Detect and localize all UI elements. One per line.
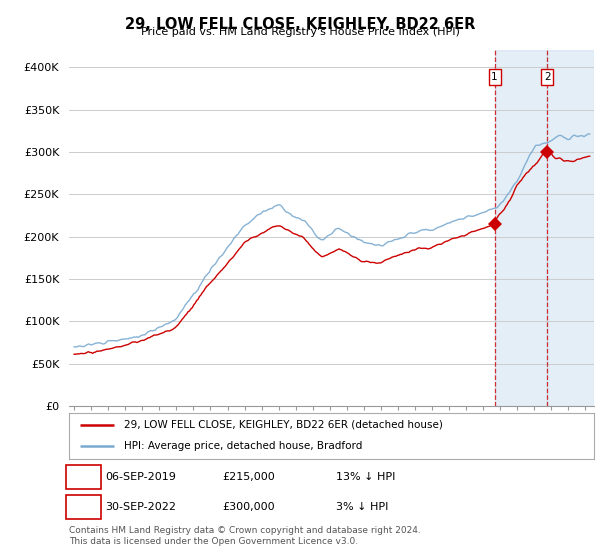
Text: 30-SEP-2022: 30-SEP-2022 [105, 502, 176, 512]
Text: 1: 1 [80, 472, 87, 482]
Text: 29, LOW FELL CLOSE, KEIGHLEY, BD22 6ER (detached house): 29, LOW FELL CLOSE, KEIGHLEY, BD22 6ER (… [124, 420, 443, 430]
Text: 3% ↓ HPI: 3% ↓ HPI [336, 502, 388, 512]
Text: 2: 2 [80, 502, 87, 512]
Bar [547, 50, 594, 406]
Text: HPI: Average price, detached house, Bradford: HPI: Average price, detached house, Brad… [124, 441, 362, 451]
Text: 06-SEP-2019: 06-SEP-2019 [105, 472, 176, 482]
Text: 2: 2 [544, 72, 550, 82]
Bar [494, 50, 547, 406]
Text: 1: 1 [491, 72, 498, 82]
Text: Contains HM Land Registry data © Crown copyright and database right 2024.
This d: Contains HM Land Registry data © Crown c… [69, 526, 421, 546]
Text: £215,000: £215,000 [222, 472, 275, 482]
Text: £300,000: £300,000 [222, 502, 275, 512]
Text: Price paid vs. HM Land Registry's House Price Index (HPI): Price paid vs. HM Land Registry's House … [140, 27, 460, 37]
Text: 13% ↓ HPI: 13% ↓ HPI [336, 472, 395, 482]
Text: 29, LOW FELL CLOSE, KEIGHLEY, BD22 6ER: 29, LOW FELL CLOSE, KEIGHLEY, BD22 6ER [125, 17, 475, 32]
